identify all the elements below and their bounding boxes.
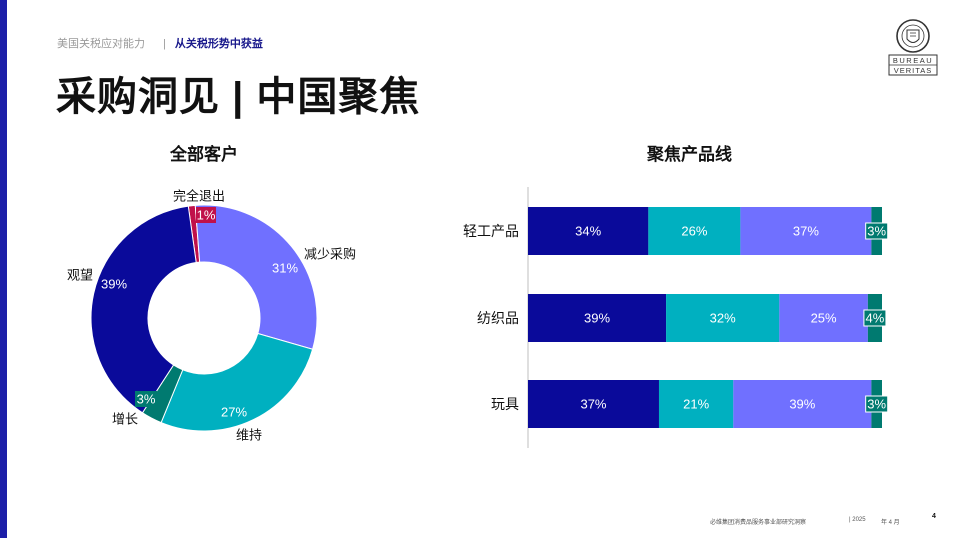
donut-chart: 1% 完全退出 31% 减少采购 27% 维持 3% 增长 39% 观望 [67, 189, 356, 443]
bar-value-label: 37% [793, 224, 819, 239]
page-number: 4 [932, 513, 936, 520]
bar-value-badge [865, 222, 889, 240]
bar-segment [658, 380, 734, 428]
bar-value-label: 32% [710, 311, 736, 326]
bar-segment [528, 207, 649, 255]
stacked-bar-chart: 轻工产品 34% 26% 37% 3% 纺织品 39% 32% 25% 4% 玩具 37% 21% 39%… [463, 187, 889, 448]
bar-category-label: 玩具 [491, 396, 519, 412]
breadcrumb: 美国关税应对能力 | 从关税形势中获益 [57, 35, 263, 51]
donut-value-label: 31% [272, 261, 298, 276]
bar-value-label: 3% [867, 397, 886, 412]
donut-value-badge [196, 207, 216, 223]
donut-category-label: 维持 [236, 428, 262, 443]
bar-chart-title: 聚焦产品线 [647, 145, 732, 164]
breadcrumb-separator: | [163, 38, 166, 50]
donut-value-label: 1% [197, 208, 216, 223]
bar-value-label: 37% [580, 397, 606, 412]
logo-text-bottom: VERITAS [894, 66, 933, 75]
donut-value-label: 27% [221, 405, 247, 420]
donut-category-label: 增长 [112, 412, 138, 427]
breadcrumb-active[interactable]: 从关税形势中获益 [174, 38, 263, 50]
left-accent-bar [0, 0, 7, 538]
bar-value-label: 39% [584, 311, 610, 326]
bar-value-badge [865, 395, 889, 413]
page-title: 采购洞见 | 中国聚焦 [56, 75, 421, 119]
donut-value-label: 39% [101, 277, 127, 292]
bar-segment [648, 207, 741, 255]
donut-category-label: 减少采购 [304, 247, 356, 262]
breadcrumb-parent[interactable]: 美国关税应对能力 [57, 38, 145, 50]
donut-chart-title: 全部客户 [170, 145, 238, 164]
footer-month: 年 4 月 [881, 520, 900, 526]
bureau-veritas-logo: BUREAU VERITAS [888, 19, 938, 76]
donut-slice [90, 205, 197, 414]
bar-value-label: 39% [789, 397, 815, 412]
donut-value-label: 3% [137, 392, 156, 407]
bar-value-label: 21% [683, 397, 709, 412]
bar-segment [740, 207, 872, 255]
bar-value-label: 25% [811, 311, 837, 326]
bar-category-label: 轻工产品 [463, 223, 519, 239]
bar-value-badge [863, 309, 887, 327]
donut-slice [160, 332, 314, 432]
bar-value-label: 26% [681, 224, 707, 239]
footer-year: | 2025 [849, 517, 866, 523]
donut-category-label: 观望 [67, 268, 93, 283]
donut-slice [194, 204, 318, 350]
bar-segment [528, 294, 667, 342]
donut-category-label: 完全退出 [173, 189, 225, 204]
bar-segment [779, 294, 868, 342]
bar-segment [666, 294, 780, 342]
bar-segment [528, 380, 659, 428]
bar-value-label: 4% [866, 311, 885, 326]
bar-segment [733, 380, 872, 428]
bar-value-label: 34% [575, 224, 601, 239]
donut-value-badge [135, 391, 157, 407]
logo-text-top: BUREAU [893, 56, 933, 65]
bar-value-label: 3% [867, 224, 886, 239]
bar-category-label: 纺织品 [477, 310, 519, 326]
footer-org: 必维集团消费品服务事业部研究洞察 [710, 520, 807, 526]
